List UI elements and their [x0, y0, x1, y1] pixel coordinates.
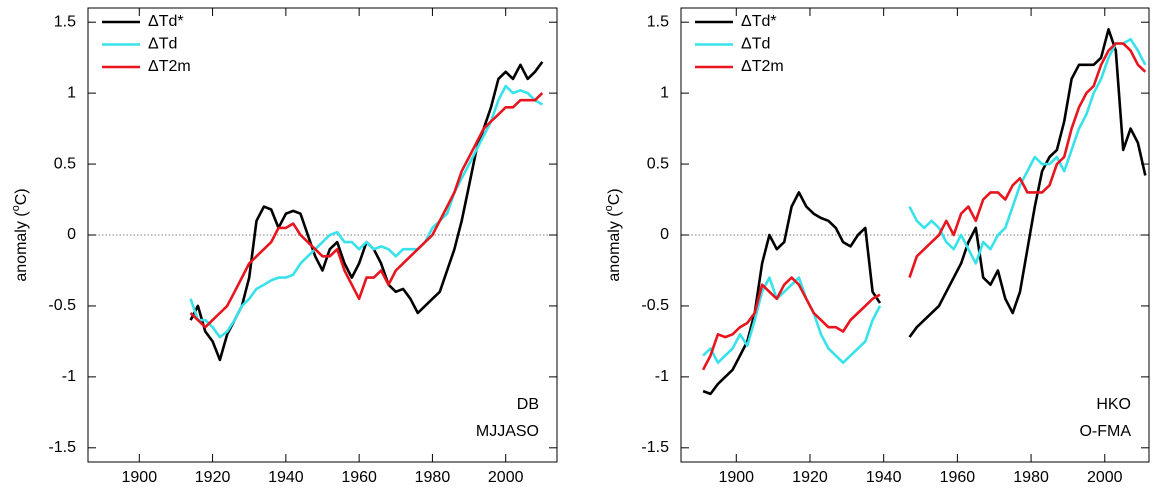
y-tick-label: -1: [62, 368, 76, 385]
x-tick-label: 1960: [341, 469, 377, 486]
x-tick-label: 1920: [792, 469, 828, 486]
y-axis-label-part: anomaly (: [13, 211, 30, 282]
plot-frame: [680, 7, 1150, 463]
y-tick-label: 1.5: [647, 13, 669, 30]
legend-label: ΔTd: [741, 36, 770, 53]
series-line: [702, 191, 882, 396]
y-tick-label: 0.5: [54, 155, 76, 172]
legend-label: ΔTd: [148, 36, 177, 53]
y-tick-label: 1: [660, 84, 669, 101]
x-tick-label: 2000: [488, 469, 524, 486]
x-tick-label: 1960: [940, 469, 976, 486]
y-tick-label: -1.5: [641, 439, 669, 456]
y-tick-label: -1.5: [48, 439, 76, 456]
x-tick-label: 1900: [718, 469, 754, 486]
legend-label: ΔT2m: [741, 58, 784, 75]
annotation: HKO: [1096, 396, 1131, 413]
x-tick-label: 1940: [866, 469, 902, 486]
panel: -1.5 -1 -0.5 0 0.5 1 1.5 1900 1920 1940 1960 1980 20…: [603, 7, 1150, 486]
legend-label: ΔTd*: [148, 13, 184, 30]
annotation: MJJASO: [476, 423, 539, 440]
series-line: [189, 84, 543, 339]
y-axis-label-part: o: [603, 205, 615, 211]
y-tick-label: 0: [660, 226, 669, 243]
y-tick-label: 0: [67, 226, 76, 243]
y-axis-label-part: C): [13, 188, 30, 205]
x-tick-label: 1920: [195, 469, 231, 486]
y-tick-label: -0.5: [48, 297, 76, 314]
x-tick-label: 1980: [1013, 469, 1049, 486]
plot-frame: [87, 7, 558, 463]
x-tick-label: 1980: [415, 469, 451, 486]
x-tick-label: 1900: [122, 469, 158, 486]
y-tick-label: 0.5: [647, 155, 669, 172]
y-axis-label-part: o: [10, 205, 22, 211]
series-line: [908, 37, 1147, 265]
y-tick-label: 1: [67, 84, 76, 101]
x-tick-label: 2000: [1087, 469, 1123, 486]
legend-label: ΔT2m: [148, 58, 191, 75]
series-line: [702, 276, 882, 364]
annotation: O-FMA: [1079, 423, 1131, 440]
series-line: [189, 61, 544, 362]
series-line: [701, 276, 881, 371]
y-axis-label: anomaly (oC): [603, 188, 623, 281]
y-axis-label-part: C): [606, 188, 623, 205]
legend-label: ΔTd*: [741, 13, 777, 30]
panel: -1.5 -1 -0.5 0 0.5 1 1.5 1900 1920 1940 1960 1980 20…: [10, 7, 558, 486]
series-line: [908, 42, 1147, 279]
series-line: [189, 92, 544, 329]
y-axis-label: anomaly (oC): [10, 188, 30, 281]
y-tick-label: 1.5: [54, 13, 76, 30]
series-line: [908, 28, 1147, 338]
y-axis-label-part: anomaly (: [606, 211, 623, 282]
annotation: DB: [517, 396, 539, 413]
y-tick-label: -1: [655, 368, 669, 385]
x-tick-label: 1940: [268, 469, 304, 486]
y-tick-label: -0.5: [641, 297, 669, 314]
